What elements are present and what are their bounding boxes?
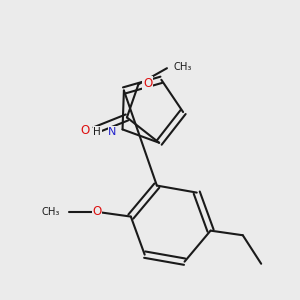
Text: O: O (80, 124, 89, 137)
Text: CH₃: CH₃ (174, 62, 192, 72)
Text: CH₃: CH₃ (42, 207, 60, 217)
Text: H: H (93, 127, 101, 137)
Text: O: O (143, 77, 152, 90)
Text: O: O (92, 205, 101, 218)
Text: N: N (108, 127, 117, 137)
